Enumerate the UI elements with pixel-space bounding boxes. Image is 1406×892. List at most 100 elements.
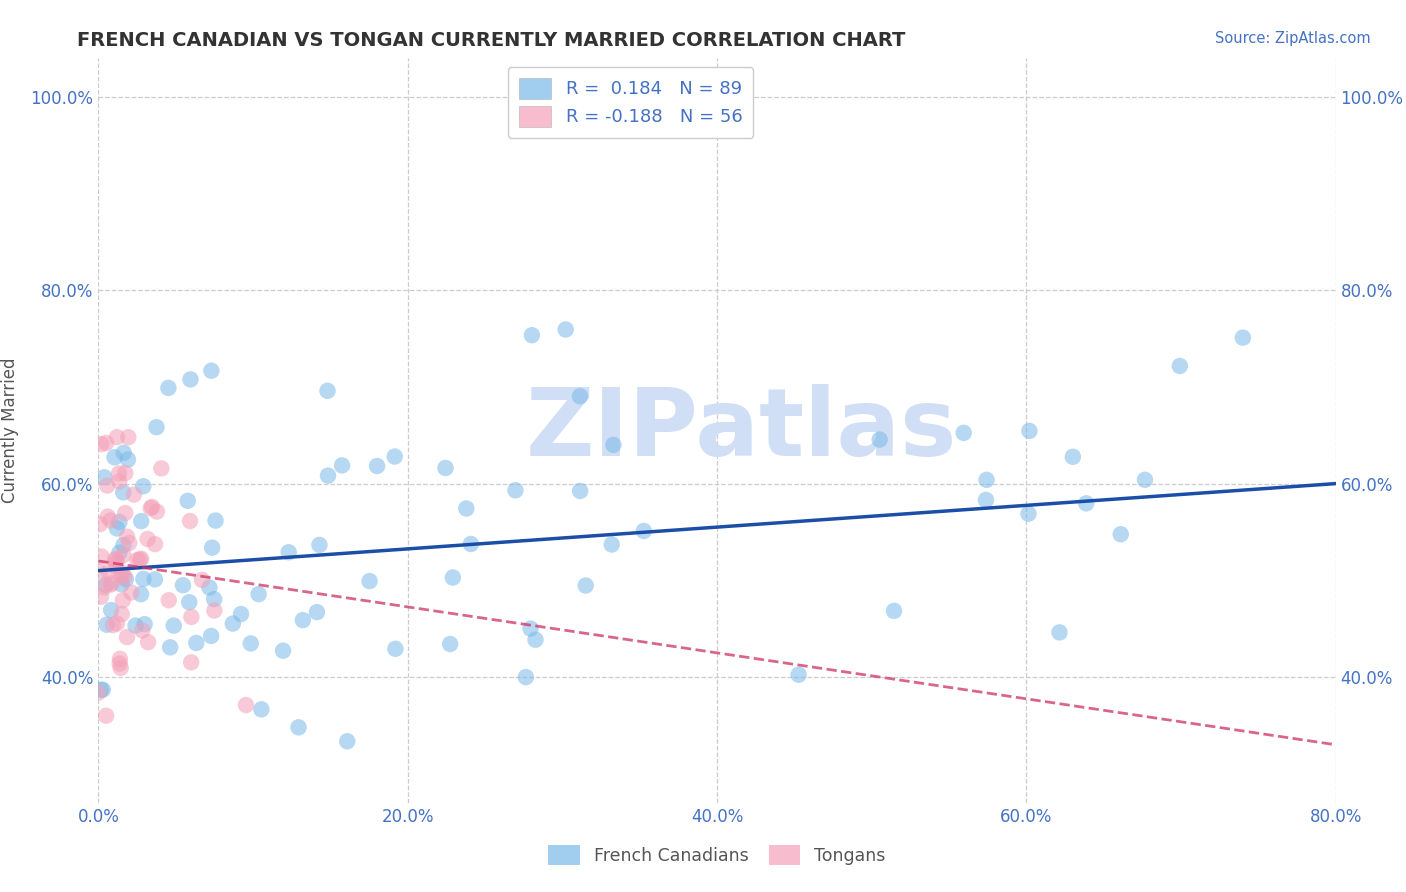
Point bbox=[180, 610, 202, 624]
Point bbox=[524, 632, 547, 647]
Point bbox=[247, 587, 270, 601]
Point bbox=[633, 524, 655, 538]
Point bbox=[316, 384, 339, 398]
Point bbox=[569, 483, 592, 498]
Point bbox=[100, 514, 122, 528]
Point bbox=[103, 450, 125, 465]
Point bbox=[1168, 359, 1191, 373]
Point bbox=[308, 538, 330, 552]
Point bbox=[90, 549, 112, 564]
Point bbox=[111, 570, 134, 584]
Point bbox=[359, 574, 381, 588]
Point bbox=[112, 548, 135, 562]
Point bbox=[100, 577, 122, 591]
Point bbox=[93, 581, 115, 595]
Point bbox=[869, 433, 891, 447]
Point bbox=[201, 541, 224, 555]
Point bbox=[114, 569, 136, 583]
Point bbox=[384, 450, 406, 464]
Point bbox=[180, 656, 202, 670]
Text: FRENCH CANADIAN VS TONGAN CURRENTLY MARRIED CORRELATION CHART: FRENCH CANADIAN VS TONGAN CURRENTLY MARR… bbox=[77, 31, 905, 50]
Point bbox=[115, 630, 138, 644]
Point bbox=[145, 420, 167, 434]
Point bbox=[1133, 473, 1156, 487]
Point bbox=[287, 720, 309, 734]
Point bbox=[112, 485, 135, 500]
Point bbox=[952, 425, 974, 440]
Point bbox=[460, 537, 482, 551]
Point bbox=[163, 618, 186, 632]
Point bbox=[202, 603, 225, 617]
Point bbox=[439, 637, 461, 651]
Point bbox=[129, 587, 152, 601]
Point bbox=[110, 661, 132, 675]
Point bbox=[277, 545, 299, 559]
Point bbox=[114, 466, 136, 480]
Point bbox=[305, 605, 328, 619]
Point bbox=[90, 437, 112, 451]
Point bbox=[112, 446, 135, 460]
Point bbox=[505, 483, 527, 498]
Point bbox=[100, 576, 122, 591]
Point bbox=[105, 521, 128, 535]
Point bbox=[134, 617, 156, 632]
Point bbox=[179, 514, 201, 528]
Point bbox=[434, 461, 457, 475]
Point bbox=[122, 487, 145, 501]
Text: ZIPatlas: ZIPatlas bbox=[526, 384, 957, 476]
Point bbox=[974, 492, 997, 507]
Point bbox=[124, 618, 146, 632]
Point bbox=[115, 572, 138, 586]
Point bbox=[186, 636, 208, 650]
Point bbox=[105, 560, 128, 574]
Point bbox=[575, 578, 598, 592]
Point bbox=[200, 629, 222, 643]
Point bbox=[222, 616, 245, 631]
Point bbox=[111, 607, 134, 622]
Point bbox=[146, 505, 169, 519]
Point bbox=[115, 530, 138, 544]
Point bbox=[108, 657, 131, 671]
Point bbox=[366, 458, 388, 473]
Point bbox=[108, 515, 131, 529]
Point bbox=[94, 708, 117, 723]
Point bbox=[128, 552, 150, 566]
Point bbox=[94, 578, 117, 592]
Point bbox=[110, 577, 132, 591]
Point bbox=[336, 734, 359, 748]
Point bbox=[100, 603, 122, 617]
Point bbox=[96, 478, 118, 492]
Point bbox=[202, 592, 225, 607]
Point bbox=[787, 667, 810, 681]
Point bbox=[118, 536, 141, 550]
Point bbox=[136, 635, 159, 649]
Point bbox=[291, 613, 314, 627]
Point bbox=[105, 555, 128, 569]
Point bbox=[108, 475, 131, 489]
Point bbox=[90, 590, 112, 604]
Point bbox=[976, 473, 998, 487]
Point bbox=[172, 578, 194, 592]
Point bbox=[330, 458, 353, 473]
Point bbox=[1109, 527, 1132, 541]
Point bbox=[117, 452, 139, 467]
Point bbox=[519, 622, 541, 636]
Y-axis label: Currently Married: Currently Married bbox=[1, 358, 20, 503]
Point bbox=[108, 546, 131, 560]
Point bbox=[108, 652, 131, 666]
Point bbox=[117, 430, 139, 444]
Point bbox=[384, 641, 406, 656]
Point bbox=[89, 566, 111, 580]
Point bbox=[139, 501, 162, 516]
Point bbox=[89, 517, 111, 532]
Point bbox=[316, 468, 339, 483]
Point bbox=[250, 702, 273, 716]
Point bbox=[96, 436, 118, 450]
Point bbox=[136, 532, 159, 546]
Point bbox=[159, 640, 181, 655]
Point bbox=[120, 585, 142, 599]
Point bbox=[101, 618, 124, 632]
Point bbox=[191, 573, 214, 587]
Point bbox=[229, 607, 252, 621]
Point bbox=[600, 537, 623, 551]
